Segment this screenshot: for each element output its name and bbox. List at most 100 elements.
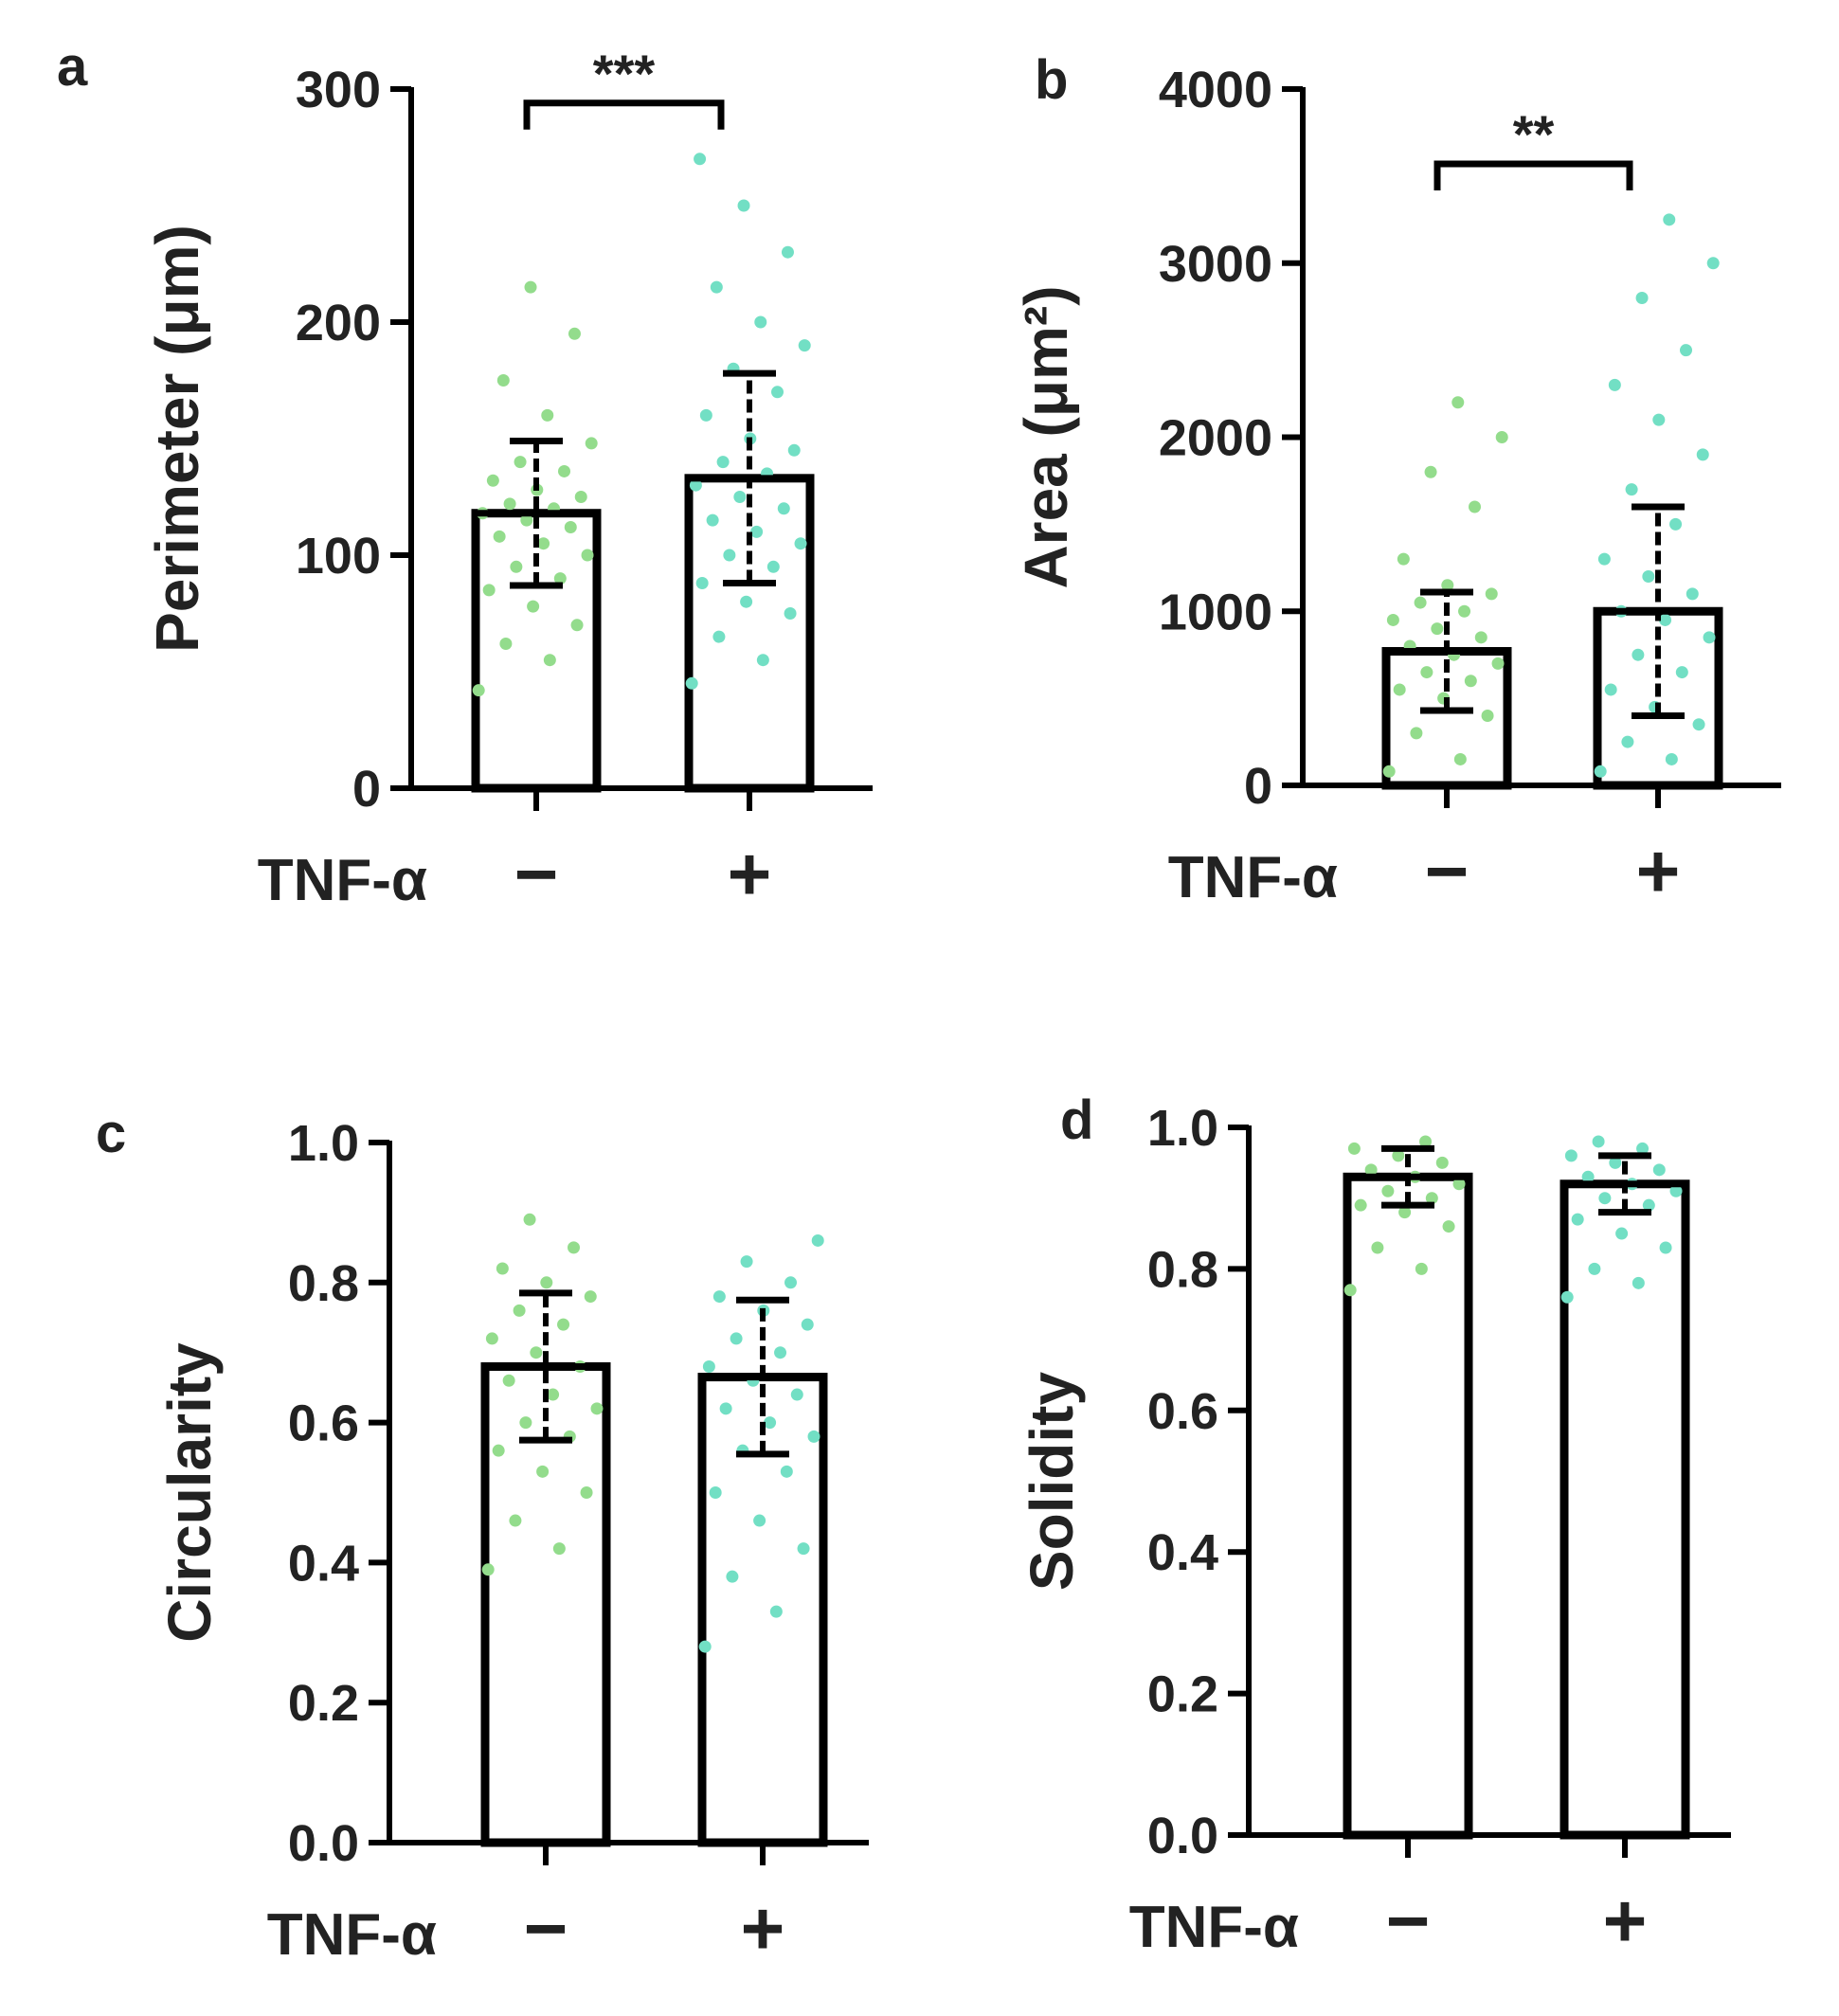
data-point <box>1474 631 1487 644</box>
data-point <box>737 199 750 212</box>
y-tick-label: 0.4 <box>288 1535 359 1592</box>
data-point <box>1386 613 1399 626</box>
x-axis-label: TNF-α <box>258 848 427 913</box>
y-tick-label: 0.0 <box>288 1815 359 1872</box>
data-point <box>499 637 513 650</box>
data-point <box>1419 1135 1433 1148</box>
data-point <box>1659 613 1672 626</box>
y-tick-label: 0.2 <box>288 1675 359 1732</box>
data-point <box>1642 570 1655 583</box>
data-point <box>1663 213 1676 226</box>
y-tick-label: 0.2 <box>1147 1666 1218 1723</box>
data-point <box>472 684 485 697</box>
data-point <box>530 1346 543 1359</box>
data-point <box>1615 1227 1629 1240</box>
bar <box>684 474 815 793</box>
data-point <box>719 1402 732 1415</box>
panel-label: a <box>57 36 88 98</box>
data-point <box>1469 500 1482 513</box>
data-point <box>807 1430 820 1443</box>
x-tick-label: + <box>741 1886 785 1971</box>
data-point <box>1415 1262 1428 1275</box>
significance-label: *** <box>593 44 656 103</box>
data-point <box>1382 765 1396 778</box>
x-axis-label: TNF-α <box>1129 1895 1299 1960</box>
data-point <box>1442 1220 1455 1233</box>
data-point <box>580 1486 593 1499</box>
data-point <box>777 502 790 515</box>
data-point <box>790 1388 803 1401</box>
x-tick-label: + <box>1636 829 1681 913</box>
data-point <box>766 560 780 573</box>
data-point <box>695 577 709 590</box>
data-point <box>1632 1276 1645 1289</box>
data-point <box>756 654 769 667</box>
data-point <box>712 630 726 643</box>
data-point <box>1371 1241 1384 1254</box>
x-tick-label: − <box>1425 829 1469 913</box>
y-tick-label: 0.8 <box>1147 1241 1218 1298</box>
data-point <box>1451 396 1465 409</box>
data-point <box>1625 483 1638 496</box>
data-point <box>787 443 801 457</box>
data-point <box>1706 257 1720 270</box>
data-point <box>1431 622 1444 636</box>
data-point <box>1652 1163 1666 1177</box>
data-point <box>574 491 587 503</box>
data-point <box>482 584 496 597</box>
x-tick-label: − <box>524 1886 568 1971</box>
data-point <box>1642 1198 1655 1212</box>
significance-bracket <box>1433 160 1633 191</box>
data-point <box>726 1570 739 1583</box>
data-point <box>540 1276 553 1289</box>
data-point <box>1594 765 1607 778</box>
data-point <box>1354 1198 1367 1212</box>
data-point <box>523 1213 536 1226</box>
data-point <box>1692 718 1705 731</box>
data-point <box>568 327 581 340</box>
data-point <box>801 1318 814 1331</box>
y-tick-label: 0.8 <box>288 1255 359 1312</box>
y-tick-label: 2000 <box>1159 410 1272 467</box>
x-axis-label: TNF-α <box>267 1902 437 1968</box>
y-tick-label: 1.0 <box>288 1115 359 1172</box>
data-point <box>764 1416 777 1430</box>
data-point <box>581 549 594 562</box>
x-tick-label: − <box>1386 1879 1431 1963</box>
data-point <box>1435 1156 1449 1169</box>
y-tick-label: 0.6 <box>1147 1383 1218 1440</box>
data-point <box>1381 1184 1395 1197</box>
data-point <box>486 474 499 487</box>
data-point <box>1632 648 1645 661</box>
data-point <box>706 513 719 527</box>
y-tick-label: 0.0 <box>1147 1808 1218 1864</box>
panel-label: d <box>1060 1089 1093 1151</box>
data-point <box>485 1332 498 1345</box>
data-point <box>481 1563 495 1576</box>
bar <box>1343 1172 1473 1840</box>
data-point <box>733 491 747 503</box>
data-point <box>689 478 702 492</box>
data-point <box>568 1241 581 1254</box>
panel-label: b <box>1035 49 1068 111</box>
data-point <box>754 315 767 329</box>
y-tick-label: 0.6 <box>288 1395 359 1452</box>
data-point <box>1608 378 1621 391</box>
data-point <box>496 1262 509 1275</box>
data-point <box>699 408 712 422</box>
data-point <box>1571 1213 1584 1226</box>
y-tick-label: 0 <box>1244 758 1272 815</box>
data-point <box>541 408 554 422</box>
data-point <box>503 497 516 511</box>
data-point <box>543 654 556 667</box>
data-point <box>558 464 571 477</box>
data-point <box>811 1233 824 1247</box>
significance-label: ** <box>1513 104 1555 164</box>
x-axis-label: TNF-α <box>1168 845 1338 910</box>
data-point <box>1453 752 1467 765</box>
data-point <box>1696 448 1709 461</box>
data-point <box>1598 1192 1612 1205</box>
data-point <box>753 1514 766 1527</box>
x-tick-label: + <box>728 832 772 916</box>
